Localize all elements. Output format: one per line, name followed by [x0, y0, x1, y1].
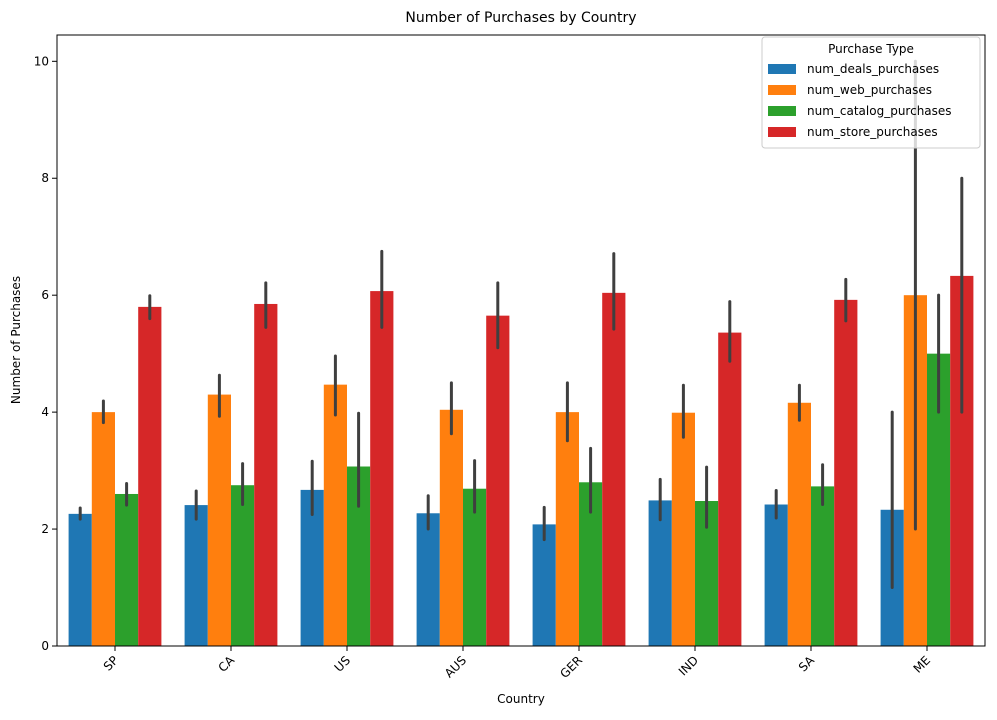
- bar-num_catalog_purchases-AUS: [463, 488, 487, 646]
- bar-num_deals_purchases-GER: [532, 524, 556, 646]
- legend: Purchase Type num_deals_purchases num_web…: [761, 36, 981, 149]
- chart-title: Number of Purchases by Country: [405, 10, 636, 26]
- x-tick-label-AUS: AUS: [442, 653, 469, 680]
- legend-box: [761, 36, 981, 149]
- bar-num_deals_purchases-SP: [68, 513, 92, 646]
- bar-num_catalog_purchases-SA: [811, 486, 835, 646]
- y-tick-label: 2: [41, 522, 49, 536]
- x-tick-label-SA: SA: [796, 653, 818, 675]
- y-tick-label: 10: [34, 54, 49, 68]
- bar-num_deals_purchases-SA: [764, 504, 788, 646]
- legend-swatch-num_catalog_purchases: [768, 106, 796, 116]
- plot-area: [56, 34, 986, 647]
- legend-swatch-num_deals_purchases: [768, 64, 796, 74]
- legend-swatch-num_web_purchases: [768, 85, 796, 95]
- y-tick-label: 4: [41, 405, 49, 419]
- y-tick-label: 6: [41, 288, 49, 302]
- legend-items: num_deals_purchases num_web_purchases num_…: [768, 62, 952, 139]
- x-tick-label-CA: CA: [215, 653, 237, 675]
- bar-num_store_purchases-ME: [950, 275, 974, 646]
- bar-num_catalog_purchases-US: [347, 466, 371, 646]
- bar-num_web_purchases-GER: [555, 412, 579, 646]
- bar-num_web_purchases-SP: [91, 412, 115, 646]
- bar-num_deals_purchases-IND: [648, 500, 672, 646]
- legend-label-num_web_purchases: num_web_purchases: [807, 83, 932, 97]
- bar-num_store_purchases-US: [370, 291, 394, 646]
- bar-num_catalog_purchases-GER: [579, 482, 603, 646]
- bar-num_web_purchases-US: [323, 384, 347, 646]
- bars-layer: [68, 275, 974, 646]
- x-tick-label-ME: ME: [911, 653, 934, 676]
- x-tick-label-SP: SP: [101, 653, 121, 673]
- x-tick-label-US: US: [332, 653, 354, 675]
- bar-num_store_purchases-GER: [602, 292, 626, 646]
- bar-num_store_purchases-IND: [718, 332, 742, 646]
- legend-label-num_store_purchases: num_store_purchases: [807, 125, 938, 139]
- y-axis: 0 2 4 6 8 10: [34, 54, 57, 653]
- bar-num_catalog_purchases-ME: [927, 353, 951, 646]
- bar-num_store_purchases-SA: [834, 299, 858, 646]
- y-tick-label: 0: [41, 639, 49, 653]
- x-axis-label: Country: [497, 692, 545, 706]
- x-tick-label-IND: IND: [676, 653, 701, 678]
- y-tick-label: 8: [41, 171, 49, 185]
- bar-num_catalog_purchases-SP: [115, 493, 139, 646]
- bar-num_web_purchases-SA: [787, 402, 811, 646]
- bar-num_web_purchases-AUS: [439, 409, 463, 646]
- bar-num_store_purchases-AUS: [486, 315, 510, 646]
- x-tick-label-GER: GER: [557, 653, 585, 681]
- bar-num_web_purchases-IND: [671, 412, 695, 646]
- bar-num_store_purchases-SP: [138, 306, 162, 646]
- bar-num_catalog_purchases-IND: [695, 500, 719, 646]
- legend-label-num_deals_purchases: num_deals_purchases: [807, 62, 939, 76]
- x-axis: SP CA US AUS GER IND SA ME: [101, 646, 933, 681]
- y-axis-label: Number of Purchases: [9, 276, 23, 404]
- legend-label-num_catalog_purchases: num_catalog_purchases: [807, 104, 952, 118]
- bar-num_deals_purchases-CA: [184, 505, 208, 646]
- legend-swatch-num_store_purchases: [768, 127, 796, 137]
- legend-title: Purchase Type: [828, 42, 914, 56]
- plot-frame: [56, 34, 986, 647]
- bar-num_deals_purchases-AUS: [416, 513, 440, 646]
- bar-num_deals_purchases-US: [300, 489, 324, 646]
- bar-num_web_purchases-CA: [207, 394, 231, 646]
- bar-num_store_purchases-CA: [254, 303, 278, 646]
- bar-num_catalog_purchases-CA: [231, 485, 255, 646]
